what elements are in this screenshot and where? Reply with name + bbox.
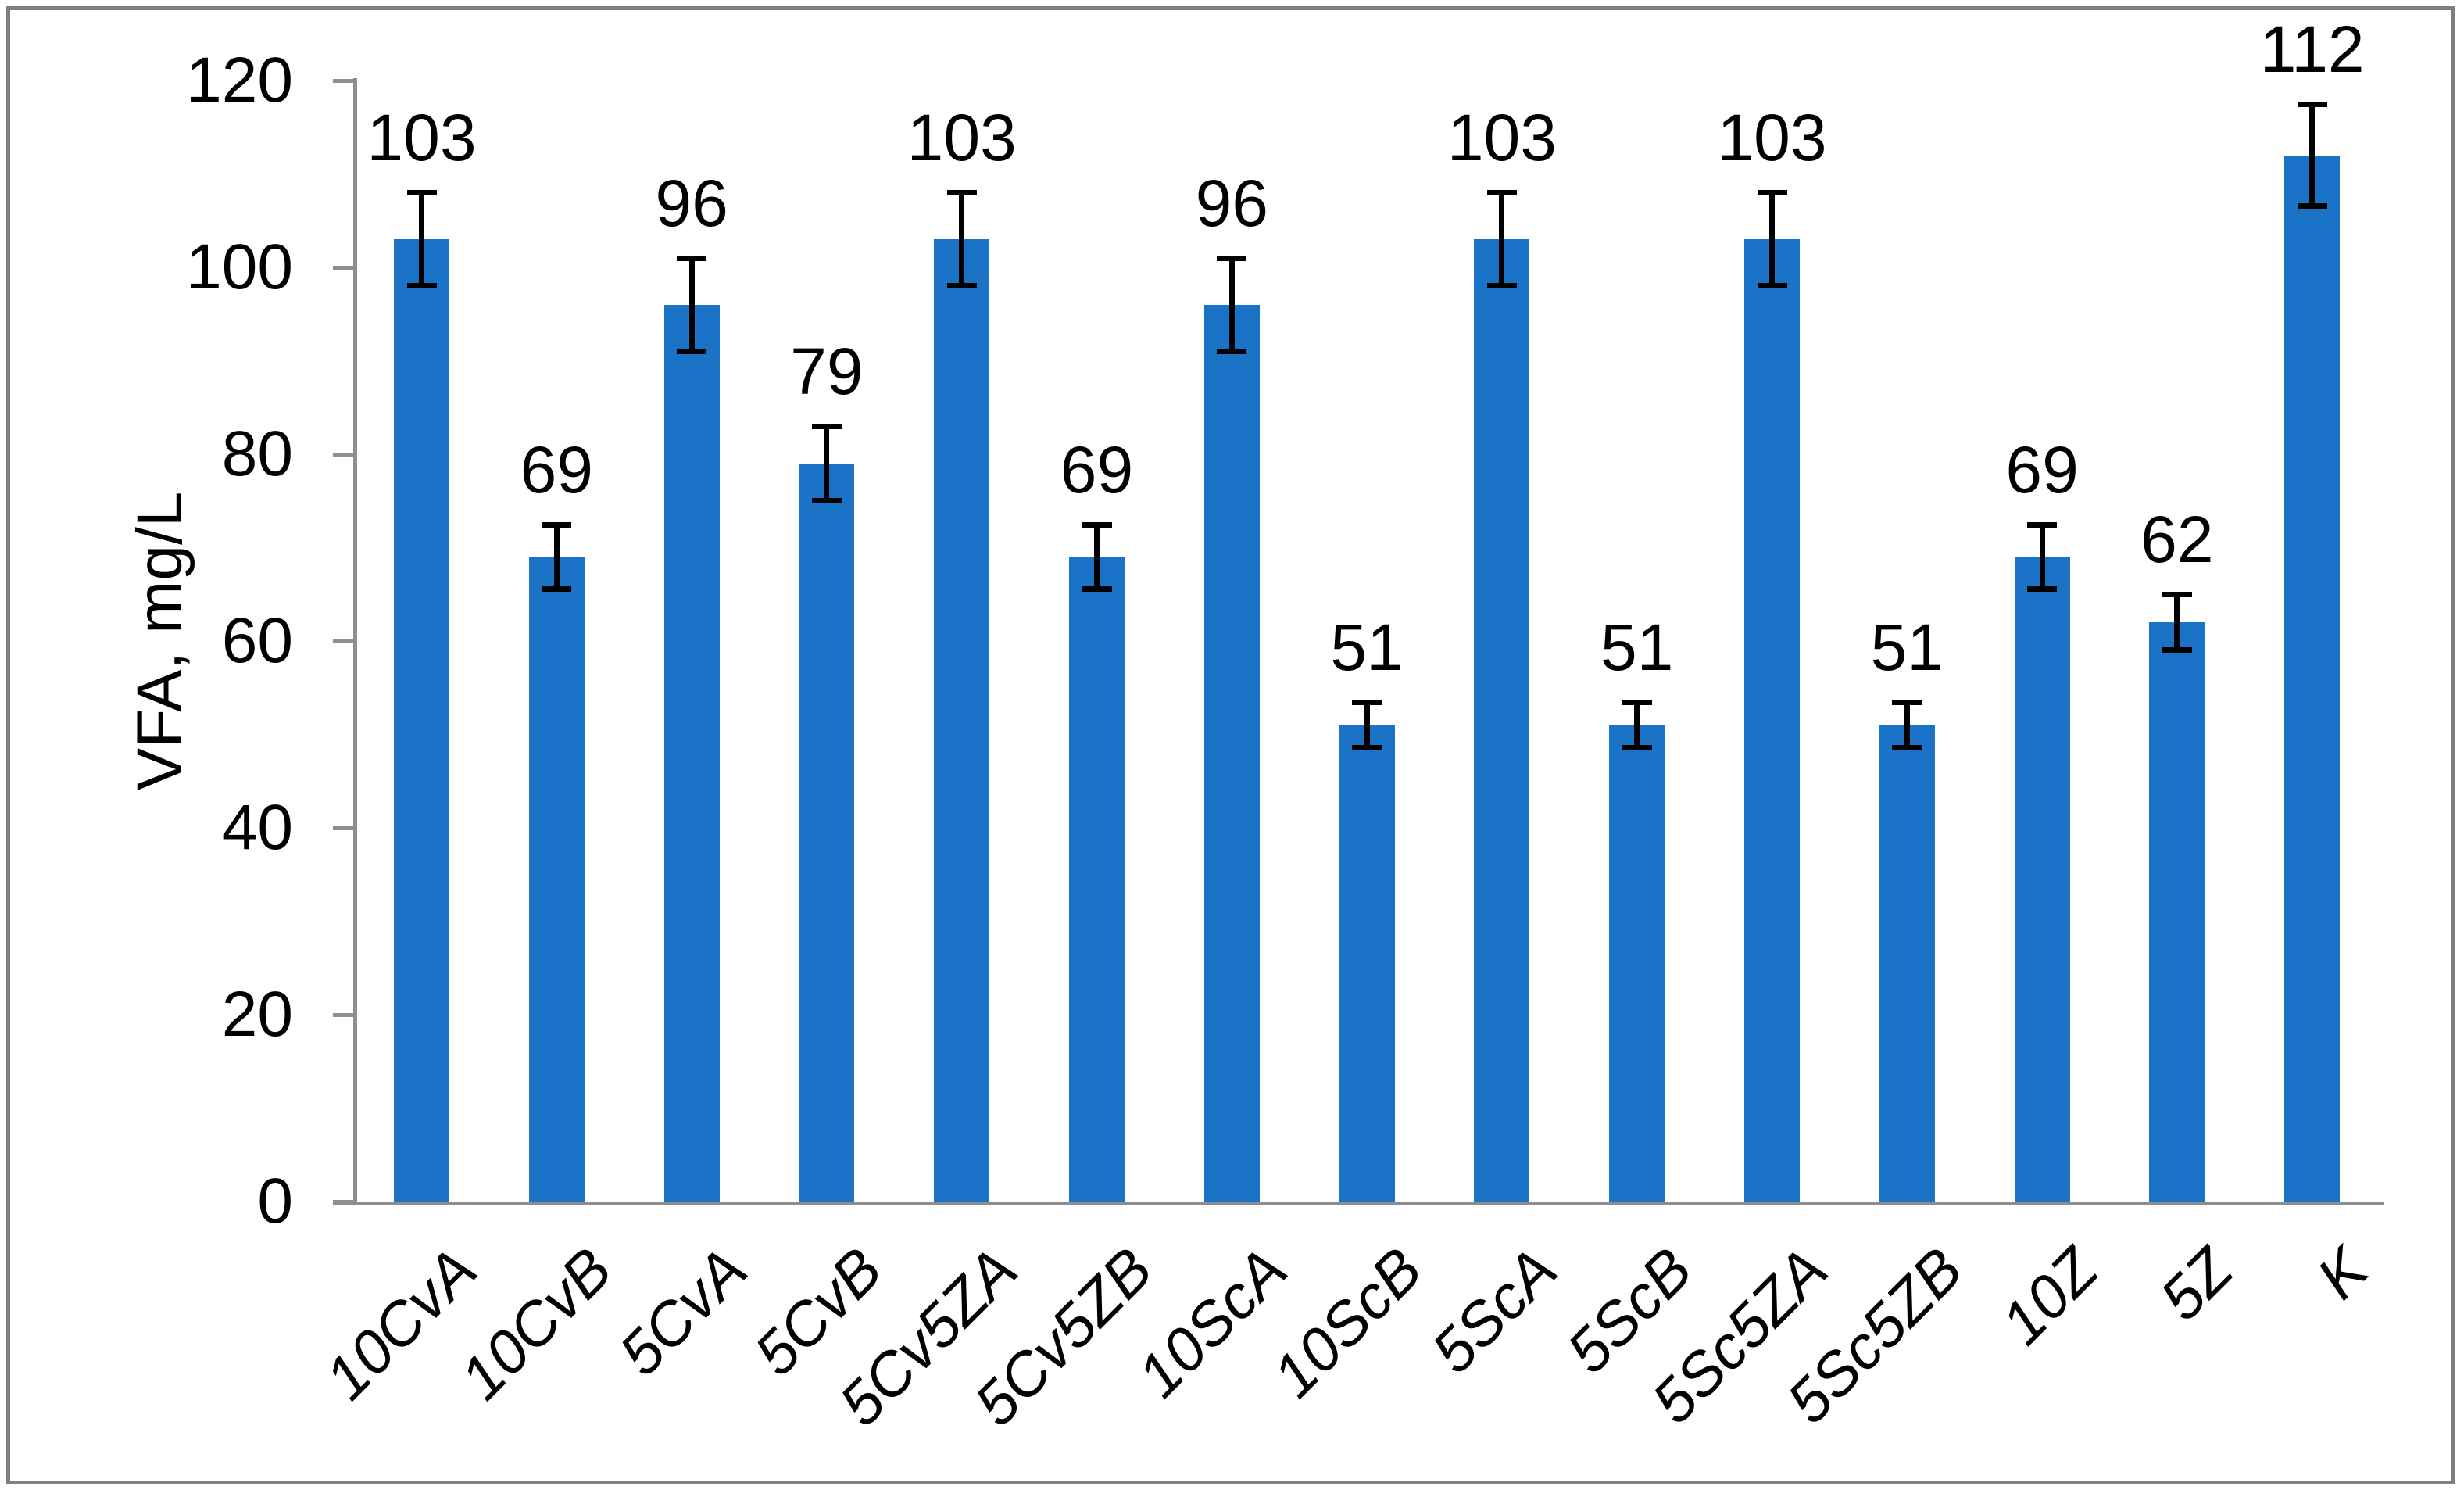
- y-axis-tick-label: 60: [221, 605, 293, 676]
- error-bar-cap-bottom: [1892, 745, 1922, 751]
- bar-value-label: 69: [1060, 432, 1134, 507]
- bar-5ScB: [1609, 725, 1665, 1202]
- y-axis-tick-label: 20: [221, 979, 293, 1050]
- error-bar-cap-top: [946, 190, 977, 196]
- error-bar-line: [1364, 701, 1370, 749]
- error-bar-cap-top: [542, 521, 572, 528]
- y-axis-tick: [333, 453, 353, 457]
- x-axis-line: [333, 1202, 2384, 1205]
- y-axis-tick-label: 100: [186, 231, 293, 303]
- bar-10CvB: [528, 557, 585, 1202]
- error-bar-cap-top: [1892, 699, 1922, 705]
- y-axis-tick: [333, 1200, 353, 1204]
- error-bar-cap-top: [1486, 190, 1517, 196]
- error-bar-cap-bottom: [1217, 348, 1247, 354]
- bar-value-label: 96: [1195, 167, 1269, 241]
- error-bar-line: [1634, 701, 1640, 749]
- error-bar-cap-bottom: [2027, 586, 2058, 593]
- y-axis-tick: [333, 1013, 353, 1017]
- error-bar-cap-bottom: [811, 497, 842, 503]
- error-bar-cap-bottom: [406, 282, 437, 288]
- bar-5CvB: [799, 463, 855, 1202]
- chart-border: [6, 6, 2455, 1484]
- error-bar-line: [2309, 103, 2316, 207]
- bar-value-label: 103: [1447, 101, 1557, 175]
- bar-5Cv5ZB: [1069, 557, 1125, 1202]
- error-bar-cap-top: [2027, 521, 2058, 528]
- bar-10ScB: [1339, 725, 1395, 1202]
- bar-5Cv5ZA: [934, 239, 990, 1202]
- error-bar-cap-bottom: [542, 586, 572, 593]
- bar-5CvA: [663, 304, 720, 1202]
- error-bar-cap-bottom: [1352, 745, 1382, 751]
- bar-value-label: 103: [1717, 101, 1827, 175]
- error-bar-line: [553, 524, 560, 590]
- error-bar-cap-bottom: [2297, 203, 2327, 210]
- error-bar-line: [688, 258, 695, 352]
- bar-10ScA: [1203, 304, 1260, 1202]
- error-bar-line: [1228, 258, 1235, 352]
- bar-value-label: 69: [2005, 432, 2079, 507]
- y-axis-tick-label: 40: [221, 792, 293, 863]
- error-bar-cap-bottom: [1757, 282, 1787, 288]
- error-bar-cap-bottom: [1082, 586, 1112, 593]
- y-axis-tick: [333, 266, 353, 270]
- error-bar-line: [1769, 192, 1775, 286]
- error-bar-cap-bottom: [1622, 745, 1652, 751]
- error-bar-line: [824, 426, 830, 501]
- bar-value-label: 112: [2259, 12, 2365, 86]
- error-bar-cap-bottom: [1486, 282, 1517, 288]
- y-axis-tick-label: 120: [186, 45, 293, 116]
- bar-value-label: 103: [367, 101, 477, 175]
- y-axis-tick-label: 0: [257, 1166, 293, 1237]
- bar-10CvA: [394, 239, 449, 1202]
- bar-value-label: 103: [907, 101, 1017, 175]
- error-bar-line: [959, 192, 965, 286]
- error-bar-cap-top: [1622, 699, 1652, 705]
- error-bar-cap-top: [2162, 592, 2192, 598]
- error-bar-cap-bottom: [2162, 646, 2192, 653]
- bar-value-label: 51: [1600, 610, 1674, 684]
- error-bar-line: [1904, 701, 1910, 749]
- bar-5Z: [2149, 622, 2205, 1202]
- bar-10Z: [2014, 557, 2070, 1202]
- bar-5ScA: [1474, 239, 1530, 1202]
- bar-value-label: 51: [1870, 610, 1944, 684]
- y-axis-tick: [333, 826, 353, 830]
- bar-5Sc5ZB: [1879, 725, 1935, 1202]
- error-bar-cap-top: [1757, 190, 1787, 196]
- error-bar-cap-top: [677, 256, 707, 262]
- error-bar-cap-bottom: [677, 348, 707, 354]
- y-axis-tick: [333, 639, 353, 643]
- error-bar-line: [2174, 594, 2180, 650]
- error-bar-line: [419, 192, 424, 286]
- error-bar-cap-top: [1217, 256, 1247, 262]
- y-axis-line: [353, 78, 357, 1205]
- bar-value-label: 51: [1330, 610, 1404, 684]
- bar-value-label: 96: [655, 167, 728, 241]
- bar-value-label: 62: [2140, 503, 2214, 577]
- bar-value-label: 79: [790, 335, 864, 409]
- y-axis-tick-label: 80: [221, 418, 293, 489]
- error-bar-cap-top: [1352, 699, 1382, 705]
- error-bar-cap-top: [1082, 521, 1112, 528]
- bar-value-label: 69: [520, 432, 594, 507]
- y-axis-tick: [333, 79, 353, 83]
- error-bar-cap-top: [406, 190, 437, 196]
- error-bar-line: [1499, 192, 1505, 286]
- error-bar-line: [1094, 524, 1100, 590]
- bar-K: [2284, 155, 2341, 1202]
- error-bar-cap-top: [2297, 101, 2327, 107]
- error-bar-cap-bottom: [946, 282, 977, 288]
- error-bar-line: [2039, 524, 2045, 590]
- error-bar-cap-top: [811, 424, 842, 430]
- bar-5Sc5ZA: [1744, 239, 1800, 1202]
